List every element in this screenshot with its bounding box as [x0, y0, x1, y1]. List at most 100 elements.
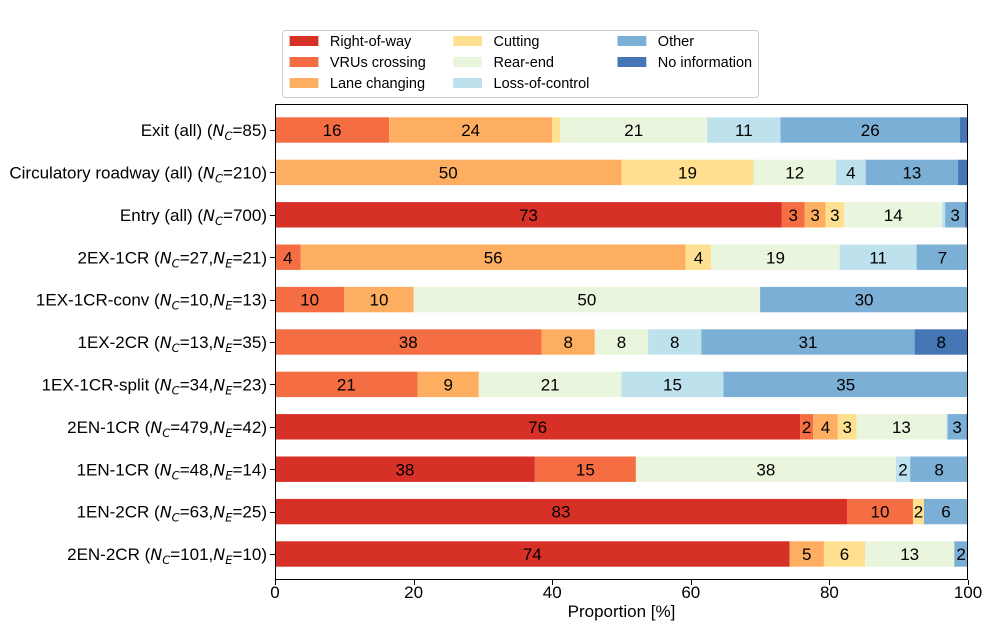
label-text: =13,: [180, 333, 214, 352]
bar-right-of-way-row-10: [275, 498, 848, 525]
bar-rear-end-row-7: [478, 371, 622, 398]
data-label-cutting-row-2: 19: [678, 164, 697, 183]
data-label-loss-of-control-row-2: 4: [846, 164, 855, 183]
label-text: =14): [233, 460, 268, 479]
label-text: =42): [233, 418, 268, 437]
bar-other-row-11: [954, 541, 968, 567]
bar-other-row-9: [910, 456, 968, 482]
data-label-loss-of-control-row-6: 8: [670, 333, 679, 352]
bar-cutting-row-11: [823, 541, 866, 567]
bar-cutting-row-1: [552, 117, 561, 143]
data-label-lane-changing-row-3: 3: [810, 206, 819, 225]
math-subscript: E: [225, 511, 233, 525]
data-label-other-row-11: 2: [956, 545, 965, 564]
legend-swatch: [617, 57, 647, 67]
bar-rear-end-row-3: [844, 202, 943, 228]
data-label-cutting-row-11: 6: [840, 545, 849, 564]
data-label-lane-changing-row-4: 56: [484, 248, 503, 267]
bar-cutting-row-2: [621, 159, 754, 186]
data-label-loss-of-control-row-1: 11: [735, 121, 753, 140]
legend-item-right-of-way: Right-of-way: [289, 34, 412, 50]
math-symbol: N: [213, 333, 225, 352]
legend-item-loss-of-control: Loss-of-control: [453, 76, 589, 92]
label-text: =85): [233, 121, 268, 140]
data-label-right-of-way-row-8: 76: [528, 418, 547, 437]
data-label-rear-end-row-9: 38: [756, 460, 775, 479]
bar-vrus-crossing-row-4: [275, 244, 301, 270]
y-tick-label-11: 2EN-2CR (NC=101,NE=10): [67, 545, 267, 567]
data-label-vrus-crossing-row-9: 15: [576, 460, 595, 479]
legend-label: VRUs crossing: [330, 55, 426, 71]
bar-data-labels: 7376388374163410382121510245035610894519…: [283, 121, 966, 564]
bar-right-of-way-row-11: [275, 541, 790, 567]
label-text: =63,: [180, 503, 214, 522]
x-tick-label-4: 60: [681, 583, 700, 602]
y-tick-label-4: 2EX-1CR (NC=27,NE=21): [78, 248, 268, 270]
axes: [275, 104, 968, 580]
data-label-right-of-way-row-10: 83: [552, 503, 571, 522]
bar-lane-changing-row-8: [813, 414, 838, 440]
bar-other-row-6: [701, 329, 915, 355]
legend-label: Lane changing: [330, 76, 425, 92]
legend-label: Cutting: [494, 34, 540, 50]
label-text: 1EX-1CR-conv (: [36, 291, 160, 310]
legend-label: Loss-of-control: [494, 76, 590, 92]
y-tick-label-9: 1EN-1CR (NC=48,NE=14): [77, 460, 267, 482]
bar-lane-changing-row-7: [417, 371, 479, 398]
data-label-rear-end-row-6: 8: [617, 333, 626, 352]
bar-no-information-row-1: [959, 117, 969, 143]
data-label-lane-changing-row-6: 8: [563, 333, 572, 352]
bar-cutting-row-3: [825, 202, 845, 228]
data-label-rear-end-row-5: 50: [577, 291, 596, 310]
math-symbol: N: [213, 460, 225, 479]
bar-vrus-crossing-row-3: [781, 202, 805, 228]
label-text: 2EX-1CR (: [78, 248, 161, 267]
math-subscript: C: [162, 426, 170, 440]
data-label-no-information-row-6: 8: [937, 333, 946, 352]
bar-loss-of-control-row-8: [946, 414, 948, 440]
data-label-rear-end-row-4: 19: [766, 248, 785, 267]
data-label-rear-end-row-3: 14: [884, 206, 903, 225]
bar-no-information-row-6: [914, 329, 968, 355]
bar-right-of-way-row-8: [275, 414, 801, 440]
bar-loss-of-control-row-7: [621, 371, 724, 398]
legend-frame: [282, 30, 759, 98]
data-label-other-row-7: 35: [836, 376, 855, 395]
data-label-vrus-crossing-row-7: 21: [337, 376, 356, 395]
bar-rear-end-row-8: [856, 414, 947, 440]
data-label-cutting-row-4: 4: [694, 248, 703, 267]
bar-other-row-4: [916, 244, 968, 270]
data-label-lane-changing-row-7: 9: [444, 376, 453, 395]
bar-loss-of-control-row-1: [707, 117, 781, 143]
label-text: 1EN-2CR (: [77, 503, 160, 522]
data-label-lane-changing-row-1: 24: [461, 121, 480, 140]
math-symbol: N: [150, 545, 162, 564]
math-subscript: C: [224, 129, 232, 143]
legend-item-vrus-crossing: VRUs crossing: [289, 55, 426, 71]
label-text: Entry (all) (: [120, 206, 203, 225]
data-label-vrus-crossing-row-6: 38: [399, 333, 418, 352]
bar-vrus-crossing-row-5: [275, 286, 345, 313]
data-label-loss-of-control-row-9: 2: [898, 460, 907, 479]
math-subscript: E: [225, 384, 233, 398]
bar-lane-changing-row-11: [789, 541, 824, 567]
data-label-cutting-row-10: 2: [914, 503, 923, 522]
bar-vrus-crossing-row-10: [847, 498, 913, 525]
label-text: =479,: [170, 418, 213, 437]
bar-other-row-10: [923, 498, 968, 525]
bar-lane-changing-row-6: [541, 329, 595, 355]
y-tick-label-1: Exit (all) (NC=85): [141, 121, 267, 143]
math-symbol: N: [160, 248, 172, 267]
bar-rear-end-row-5: [413, 286, 761, 313]
legend-label: Other: [658, 34, 694, 50]
x-tick-label-1: 0: [270, 583, 279, 602]
math-subscript: E: [225, 426, 233, 440]
label-text: =35): [233, 333, 268, 352]
plot-frame: [275, 104, 968, 580]
label-text: =101,: [170, 545, 213, 564]
x-axis-title: Proportion [%]: [568, 602, 676, 621]
data-label-rear-end-row-7: 21: [541, 376, 560, 395]
math-symbol: N: [213, 503, 225, 522]
